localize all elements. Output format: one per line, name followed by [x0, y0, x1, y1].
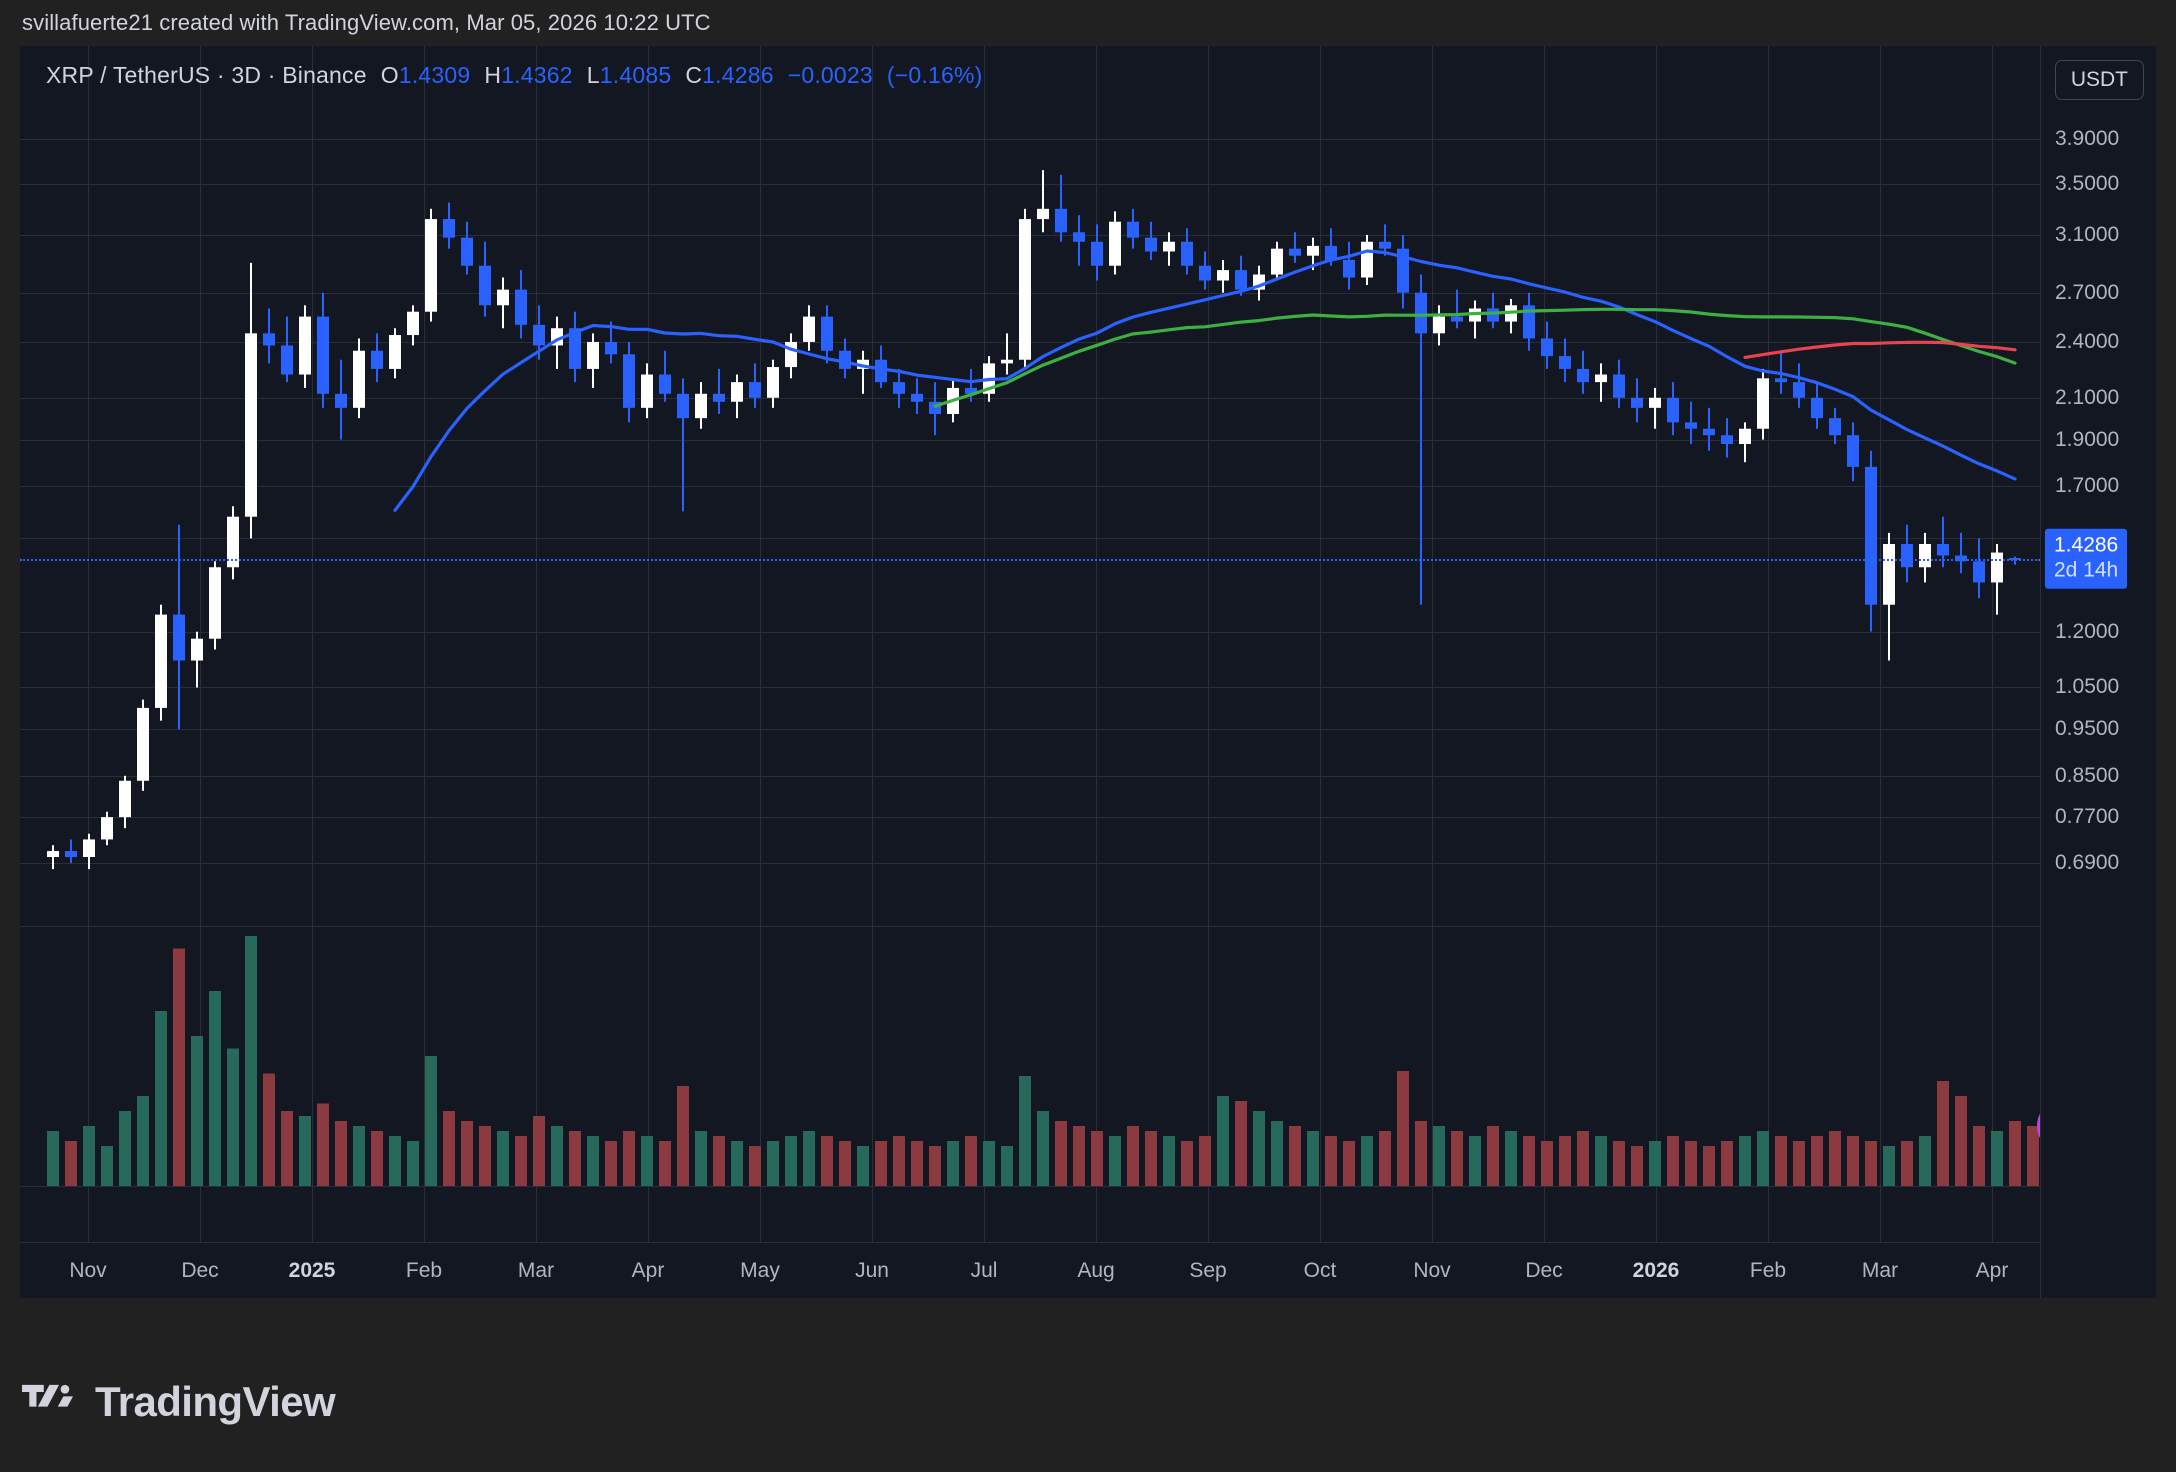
legend-low-label: L: [586, 62, 600, 88]
legend-high-label: H: [484, 62, 502, 88]
chart-legend: XRP / TetherUS · 3D · Binance O1.4309 H1.4…: [46, 62, 982, 89]
grid-line-horizontal: [20, 486, 2040, 488]
time-axis-label: Feb: [1749, 1259, 1787, 1282]
grid-line-vertical: [1880, 46, 1881, 1242]
grid-line-horizontal: [20, 926, 2040, 927]
currency-badge[interactable]: USDT: [2054, 60, 2144, 100]
time-axis-label: Apr: [1975, 1259, 2009, 1282]
time-axis-label: Jun: [855, 1259, 889, 1282]
attribution-bar: svillafuerte21 created with TradingView.…: [0, 0, 2176, 46]
chart-plot-area[interactable]: [20, 46, 2040, 1242]
chart-drawing-layer: [47, 170, 2039, 1186]
grid-line-vertical: [1208, 46, 1209, 1242]
time-axis[interactable]: Nov Dec 2025 Feb Mar Apr May Jun Jul Aug Sep Oct Nov…: [20, 1242, 2040, 1298]
time-axis-label: Nov: [69, 1259, 107, 1282]
time-axis-label: Mar: [517, 1259, 555, 1282]
price-axis-label: 3.1000: [2055, 222, 2120, 246]
price-axis-label: 0.7700: [2055, 805, 2120, 829]
grid-line-horizontal: [20, 139, 2040, 140]
time-axis-label: Jul: [970, 1259, 998, 1282]
grid-line-horizontal: [20, 687, 2040, 689]
time-axis-label: May: [740, 1259, 780, 1282]
grid-line-vertical: [760, 46, 761, 1242]
time-axis-label: Nov: [1413, 1259, 1451, 1282]
legend-symbol[interactable]: XRP / TetherUS: [46, 62, 211, 88]
grid-line-vertical: [1656, 46, 1657, 1242]
price-axis-label: 1.9000: [2055, 427, 2120, 451]
grid-line-vertical: [1544, 46, 1545, 1242]
grid-line-vertical: [872, 46, 873, 1242]
price-axis-label: 0.9500: [2055, 717, 2120, 741]
grid-line-vertical: [1432, 46, 1433, 1242]
grid-line-horizontal: [20, 439, 2040, 441]
grid-line-vertical: [88, 46, 89, 1242]
legend-low-value: 1.4085: [599, 62, 672, 88]
price-axis-label: 3.5000: [2055, 172, 2120, 196]
price-axis-label: 0.8500: [2055, 763, 2120, 787]
grid-line-vertical: [648, 46, 649, 1242]
grid-line-vertical: [536, 46, 537, 1242]
grid-line-vertical: [1768, 46, 1769, 1242]
legend-interval[interactable]: 3D: [231, 62, 262, 88]
grid-line-vertical: [1320, 46, 1321, 1242]
time-axis-label: 2025: [288, 1259, 336, 1282]
time-axis-label: Dec: [181, 1259, 219, 1282]
tradingview-wordmark: TradingView: [95, 1378, 336, 1425]
legend-exchange[interactable]: Binance: [282, 62, 367, 88]
legend-high-value: 1.4362: [501, 62, 573, 88]
legend-open-value: 1.4309: [398, 62, 471, 88]
grid-line-horizontal: [20, 729, 2040, 731]
grid-line-vertical: [424, 46, 425, 1242]
grid-line-horizontal: [20, 817, 2040, 819]
price-axis[interactable]: 3.9000 3.5000 3.1000 2.7000 2.4000 2.1000 1.90…: [2040, 46, 2156, 1298]
grid-line-horizontal: [20, 397, 2040, 399]
current-price-badge[interactable]: 1.4286 2d 14h: [2045, 528, 2128, 590]
current-price-line: [20, 558, 2040, 561]
grid-line-horizontal: [20, 538, 2040, 540]
grid-line-horizontal: [20, 1186, 2040, 1187]
legend-close-value: 1.4286: [702, 62, 774, 88]
grid-line-horizontal: [20, 631, 2040, 633]
current-price-value: 1.4286: [2054, 533, 2119, 557]
legend-sep1: ·: [210, 62, 232, 88]
legend-change-absolute: −0.0023: [787, 62, 873, 88]
legend-sep2: ·: [261, 62, 283, 88]
legend-open-label: O: [380, 62, 399, 88]
price-axis-label: 2.1000: [2055, 385, 2120, 409]
time-axis-label: 2026: [1632, 1259, 1680, 1282]
time-axis-label: Aug: [1077, 1259, 1115, 1282]
time-axis-label: Feb: [405, 1259, 443, 1282]
grid-line-horizontal: [20, 775, 2040, 777]
grid-line-vertical: [984, 46, 985, 1242]
grid-line-horizontal: [20, 863, 2040, 864]
time-axis-label: Apr: [631, 1259, 665, 1282]
grid-line-vertical: [312, 46, 313, 1242]
price-axis-label: 2.7000: [2055, 280, 2120, 304]
price-axis-label: 1.0500: [2055, 675, 2120, 699]
bar-countdown: 2d 14h: [2054, 558, 2119, 582]
price-axis-label: 2.4000: [2055, 329, 2120, 353]
chart-container: XRP / TetherUS · 3D · Binance O1.4309 H1.4…: [20, 46, 2156, 1298]
attribution-text: svillafuerte21 created with TradingView.…: [22, 10, 711, 35]
price-axis-label: 1.7000: [2055, 474, 2120, 498]
time-axis-label: Mar: [1861, 1259, 1899, 1282]
legend-change-percent: (−0.16%): [886, 62, 983, 88]
time-axis-label: Dec: [1525, 1259, 1563, 1282]
time-axis-label: Oct: [1303, 1259, 1337, 1282]
time-axis-label: Sep: [1189, 1259, 1227, 1282]
tradingview-logo[interactable]: TradingView: [22, 1378, 336, 1426]
price-axis-label: 0.6900: [2055, 851, 2120, 874]
footer-bar: TradingView: [0, 1332, 2176, 1472]
legend-close-label: C: [685, 62, 703, 88]
grid-line-vertical: [1096, 46, 1097, 1242]
tradingview-mark-icon: [22, 1384, 74, 1407]
price-axis-label: 1.2000: [2055, 619, 2120, 643]
grid-line-vertical: [1992, 46, 1993, 1242]
grid-line-horizontal: [20, 184, 2040, 186]
price-axis-label: 3.9000: [2055, 127, 2120, 150]
